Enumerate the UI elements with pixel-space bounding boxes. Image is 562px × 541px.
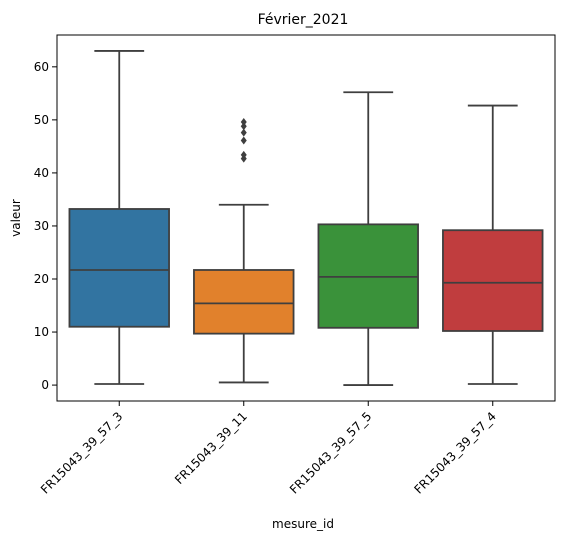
y-tick-label: 10	[34, 325, 49, 339]
x-tick-label: FR15043_39_57_5	[287, 409, 374, 496]
box	[193, 269, 295, 335]
y-tick-label: 20	[34, 272, 49, 286]
y-tick-label: 50	[34, 113, 49, 127]
chart-title: Février_2021	[258, 12, 349, 28]
y-axis-label: valeur	[9, 199, 23, 237]
outlier-point	[240, 122, 247, 131]
x-tick-label: FR15043_39_11	[172, 409, 250, 487]
x-tick-label: FR15043_39_57_3	[38, 409, 125, 496]
y-tick-label: 60	[34, 60, 49, 74]
outlier-point	[240, 128, 247, 137]
y-tick-label: 30	[34, 219, 49, 233]
outlier-point	[240, 150, 247, 159]
x-tick-label: FR15043_39_57_4	[411, 409, 498, 496]
outlier-point	[240, 117, 247, 126]
x-axis-label: mesure_id	[272, 517, 334, 531]
outlier-point	[240, 136, 247, 145]
box	[68, 208, 170, 328]
y-tick-label: 0	[41, 378, 49, 392]
box	[442, 229, 544, 332]
y-tick-label: 40	[34, 166, 49, 180]
plot-frame	[56, 34, 556, 402]
